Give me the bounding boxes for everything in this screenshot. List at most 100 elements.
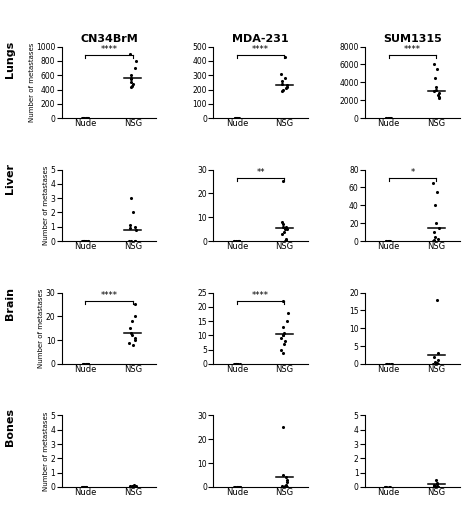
Y-axis label: Number of metastases: Number of metastases: [28, 42, 35, 122]
Point: [388, 114, 395, 122]
Point: [80, 237, 87, 245]
Point: [433, 480, 441, 488]
Point: [231, 114, 239, 122]
Point: [433, 476, 440, 484]
Y-axis label: Number of metastases: Number of metastases: [43, 166, 49, 245]
Point: [84, 360, 91, 368]
Point: [431, 74, 438, 82]
Title: MDA-231: MDA-231: [232, 35, 289, 45]
Point: [231, 483, 239, 491]
Point: [234, 237, 242, 245]
Point: [82, 114, 90, 122]
Point: [283, 483, 291, 491]
Point: [127, 74, 135, 82]
Point: [235, 237, 242, 245]
Point: [84, 114, 91, 122]
Point: [127, 483, 134, 491]
Point: [435, 94, 443, 103]
Point: [231, 237, 238, 245]
Point: [430, 482, 438, 491]
Point: [231, 114, 238, 122]
Point: [280, 223, 287, 231]
Point: [132, 225, 140, 234]
Point: [236, 237, 243, 245]
Point: [282, 225, 289, 233]
Point: [434, 479, 441, 487]
Point: [233, 114, 240, 122]
Point: [382, 483, 389, 491]
Point: [431, 358, 439, 366]
Point: [79, 114, 86, 122]
Point: [435, 223, 443, 232]
Point: [281, 227, 288, 236]
Point: [80, 483, 87, 491]
Point: [236, 360, 244, 368]
Point: [284, 82, 292, 91]
Point: [278, 334, 285, 342]
Point: [79, 114, 87, 122]
Point: [83, 114, 91, 122]
Point: [131, 64, 139, 72]
Point: [84, 237, 92, 245]
Text: ****: ****: [252, 291, 269, 299]
Point: [78, 483, 86, 491]
Point: [383, 237, 390, 245]
Point: [128, 331, 136, 339]
Point: [80, 483, 87, 491]
Point: [279, 85, 287, 94]
Point: [283, 317, 291, 325]
Point: [235, 114, 243, 122]
Point: [83, 360, 91, 368]
Point: [126, 224, 134, 232]
Point: [280, 471, 287, 479]
Point: [382, 114, 389, 122]
Point: [383, 114, 390, 122]
Point: [279, 323, 287, 331]
Point: [82, 360, 90, 368]
Point: [430, 236, 438, 244]
Point: [281, 340, 288, 348]
Point: [127, 237, 135, 245]
Point: [432, 219, 440, 227]
Point: [278, 218, 285, 226]
Point: [433, 359, 441, 368]
Point: [434, 91, 442, 99]
Point: [83, 360, 91, 368]
Point: [82, 114, 90, 122]
Point: [79, 237, 86, 245]
Point: [128, 194, 135, 203]
Point: [127, 329, 135, 337]
Point: [432, 233, 439, 241]
Point: [230, 483, 238, 491]
Title: CN34BrM: CN34BrM: [80, 35, 138, 45]
Point: [383, 360, 390, 368]
Point: [436, 89, 443, 97]
Point: [131, 223, 138, 231]
Point: [385, 237, 392, 245]
Point: [128, 482, 136, 491]
Point: [283, 236, 290, 244]
Point: [385, 360, 392, 368]
Text: *: *: [410, 168, 414, 177]
Point: [435, 93, 443, 101]
Point: [388, 360, 395, 368]
Point: [278, 346, 285, 354]
Point: [79, 360, 87, 368]
Text: ****: ****: [252, 45, 269, 54]
Point: [432, 83, 440, 91]
Point: [131, 483, 139, 491]
Point: [130, 481, 138, 490]
Point: [283, 225, 291, 233]
Point: [127, 221, 134, 229]
Point: [82, 483, 89, 491]
Point: [126, 237, 133, 245]
Point: [279, 331, 287, 339]
Point: [434, 349, 442, 357]
Point: [131, 300, 138, 309]
Text: **: **: [256, 168, 265, 177]
Point: [230, 237, 238, 245]
Point: [282, 337, 289, 346]
Text: ****: ****: [404, 45, 421, 54]
Point: [128, 483, 135, 491]
Point: [84, 114, 92, 122]
